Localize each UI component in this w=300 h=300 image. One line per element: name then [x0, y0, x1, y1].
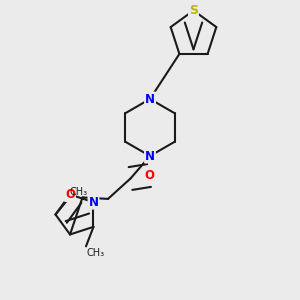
Text: O: O [144, 169, 154, 182]
Text: O: O [65, 188, 75, 201]
Text: S: S [189, 4, 198, 17]
Text: N: N [88, 196, 98, 209]
Text: N: N [145, 149, 155, 163]
Text: CH₃: CH₃ [87, 248, 105, 258]
Text: N: N [145, 92, 155, 106]
Text: CH₃: CH₃ [70, 187, 88, 197]
